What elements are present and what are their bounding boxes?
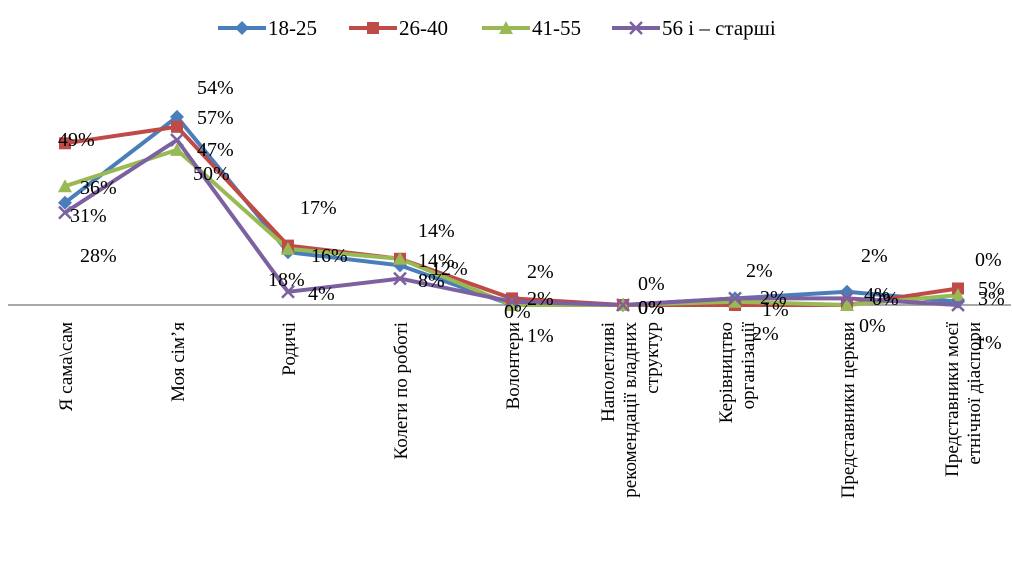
data-label: 0% bbox=[975, 249, 1002, 271]
data-point-marker bbox=[58, 205, 72, 220]
data-point-marker bbox=[505, 294, 519, 309]
data-label: 0% bbox=[638, 297, 665, 319]
data-label: 49% bbox=[58, 129, 95, 151]
data-point-marker bbox=[59, 137, 71, 150]
data-label: 54% bbox=[197, 77, 234, 99]
data-labels: 36% 31% 28% 49% 54% 57% 47%50% 17% 18% 16% 4% 14% 14… bbox=[58, 77, 1005, 354]
legend-label: 18-25 bbox=[268, 16, 317, 40]
data-label: 50% bbox=[193, 163, 230, 185]
data-label: 12% bbox=[431, 258, 468, 280]
data-label: 14% bbox=[418, 250, 455, 272]
data-point-marker bbox=[728, 294, 742, 308]
data-point-marker bbox=[728, 291, 742, 306]
legend-label: 26-40 bbox=[399, 16, 448, 40]
data-point-marker bbox=[171, 120, 183, 133]
data-label: 3% bbox=[978, 288, 1005, 310]
data-label: 16% bbox=[311, 245, 348, 267]
data-label: 4% bbox=[864, 284, 891, 306]
data-point-marker bbox=[281, 284, 295, 299]
data-point-marker bbox=[951, 288, 965, 302]
chart-legend: 18-25 26-40 41-55 56 і – старші bbox=[218, 16, 776, 40]
data-label: 0% bbox=[638, 297, 665, 319]
category-label: Моя сім’я bbox=[168, 322, 189, 402]
data-label: 28% bbox=[80, 245, 117, 267]
data-point-marker bbox=[505, 298, 519, 311]
legend-marker bbox=[499, 21, 513, 34]
data-label: 47% bbox=[197, 139, 234, 161]
data-label: 36% bbox=[80, 177, 117, 199]
legend-marker bbox=[235, 21, 249, 35]
data-label: 1% bbox=[762, 299, 789, 321]
data-point-marker bbox=[58, 195, 72, 210]
data-point-marker bbox=[170, 109, 184, 124]
category-label: Наполегливірекомендації владнихструктур bbox=[598, 322, 663, 498]
legend-item: 18-25 bbox=[218, 16, 317, 40]
data-point-marker bbox=[840, 298, 854, 311]
data-point-marker bbox=[393, 251, 407, 265]
data-label: 57% bbox=[197, 107, 234, 129]
legend-item: 41-55 bbox=[482, 16, 581, 40]
data-label: 18% bbox=[268, 269, 305, 291]
data-point-marker bbox=[393, 271, 407, 286]
data-point-marker bbox=[58, 179, 72, 193]
data-label: 2% bbox=[527, 288, 554, 310]
data-label: 0% bbox=[638, 273, 665, 295]
legend-marker bbox=[629, 21, 643, 35]
data-label: 4% bbox=[308, 283, 335, 305]
data-label: 17% bbox=[300, 197, 337, 219]
data-point-marker bbox=[616, 298, 630, 312]
category-label: Керівництвоорганізації bbox=[716, 321, 759, 423]
data-label: 5% bbox=[978, 278, 1005, 300]
legend-label: 41-55 bbox=[532, 16, 581, 40]
data-label: 31% bbox=[70, 205, 107, 227]
data-label: 2% bbox=[746, 260, 773, 282]
data-label: 2% bbox=[760, 287, 787, 309]
category-label: Я сама\сам bbox=[56, 322, 77, 411]
data-label: 2% bbox=[527, 261, 554, 283]
data-point-marker bbox=[170, 133, 184, 147]
category-label: Представники церкви bbox=[838, 322, 859, 498]
category-labels: Я сама\сам Моя сім’я Родичі Колеги по робот… bbox=[56, 321, 985, 498]
data-label: 0% bbox=[872, 288, 899, 310]
series-markers bbox=[58, 109, 965, 312]
data-label: 0% bbox=[638, 297, 665, 319]
data-label: 2% bbox=[861, 245, 888, 267]
legend-label: 56 і – старші bbox=[662, 16, 776, 40]
legend-item: 56 і – старші bbox=[612, 16, 776, 40]
data-point-marker bbox=[170, 142, 184, 156]
category-label: Родичі bbox=[279, 322, 300, 376]
category-label: Колеги по роботі bbox=[391, 322, 412, 460]
legend-marker bbox=[367, 22, 379, 34]
data-label: 0% bbox=[859, 315, 886, 337]
legend-item: 26-40 bbox=[349, 16, 448, 40]
data-point-marker bbox=[951, 298, 965, 312]
data-label: 1% bbox=[527, 325, 554, 347]
data-point-marker bbox=[840, 291, 854, 306]
data-label: 2% bbox=[752, 323, 779, 345]
category-label: Представники моєїетнічної діаспори bbox=[942, 321, 985, 477]
category-label: Волонтери bbox=[503, 322, 524, 409]
data-point-marker bbox=[281, 241, 295, 255]
data-label: 8% bbox=[418, 270, 445, 292]
data-label: 1% bbox=[975, 332, 1002, 354]
data-label: 14% bbox=[418, 220, 455, 242]
data-label: 0% bbox=[504, 301, 531, 323]
